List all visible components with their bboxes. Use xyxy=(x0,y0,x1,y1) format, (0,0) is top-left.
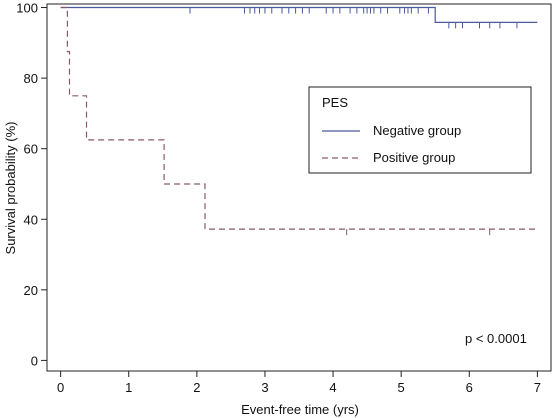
series-line-negative-group xyxy=(60,6,538,23)
y-tick-label: 0 xyxy=(31,353,38,368)
x-tick-label: 7 xyxy=(534,380,541,395)
x-tick-label: 6 xyxy=(466,380,473,395)
y-tick-label: 20 xyxy=(24,283,38,298)
y-axis-title: Survival probability (%) xyxy=(3,122,18,255)
legend-label-negative: Negative group xyxy=(373,123,461,138)
x-tick-label: 1 xyxy=(125,380,132,395)
x-tick-label: 5 xyxy=(398,380,405,395)
plot-frame xyxy=(46,3,552,372)
x-tick-label: 3 xyxy=(261,380,268,395)
x-tick-label: 2 xyxy=(193,380,200,395)
legend-title: PES xyxy=(322,95,348,110)
y-tick-label: 40 xyxy=(24,212,38,227)
x-tick-label: 0 xyxy=(57,380,64,395)
series-line-positive-group xyxy=(60,6,538,230)
legend-box xyxy=(308,86,532,174)
x-tick-label: 4 xyxy=(329,380,336,395)
x-axis-title: Event-free time (yrs) xyxy=(241,402,359,417)
y-tick-label: 100 xyxy=(16,1,38,16)
axes: 0 1 2 3 4 5 6 7 0 20 40 60 80 100 xyxy=(16,1,552,395)
legend: PES Negative group Positive group xyxy=(308,86,532,174)
y-tick-label: 60 xyxy=(24,142,38,157)
y-tick-label: 80 xyxy=(24,71,38,86)
p-value-annotation: p < 0.0001 xyxy=(465,331,527,346)
legend-label-positive: Positive group xyxy=(373,150,455,165)
series-layer xyxy=(60,6,538,236)
